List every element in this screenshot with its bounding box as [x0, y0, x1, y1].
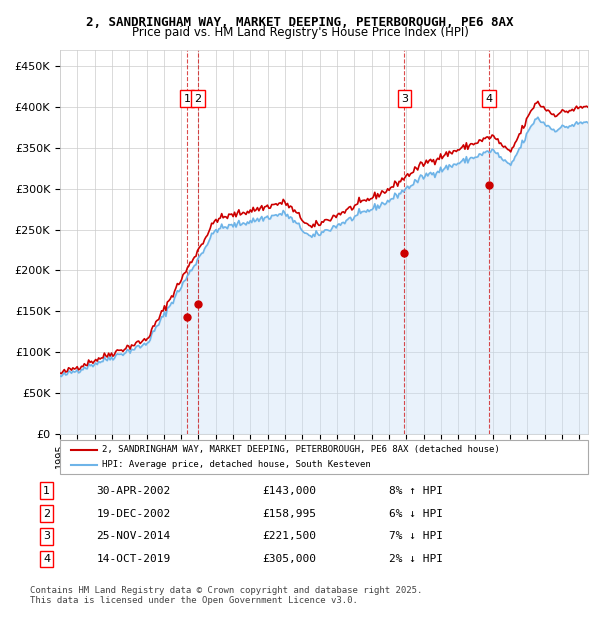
- Text: 7% ↓ HPI: 7% ↓ HPI: [389, 531, 443, 541]
- Text: 8% ↑ HPI: 8% ↑ HPI: [389, 486, 443, 496]
- Text: 2: 2: [43, 508, 50, 518]
- Text: 3: 3: [43, 531, 50, 541]
- Text: 1: 1: [43, 486, 50, 496]
- Text: 1: 1: [184, 94, 190, 104]
- Text: 3: 3: [401, 94, 408, 104]
- Text: 14-OCT-2019: 14-OCT-2019: [96, 554, 170, 564]
- Text: £221,500: £221,500: [262, 531, 316, 541]
- Text: 25-NOV-2014: 25-NOV-2014: [96, 531, 170, 541]
- Text: £305,000: £305,000: [262, 554, 316, 564]
- Text: Contains HM Land Registry data © Crown copyright and database right 2025.
This d: Contains HM Land Registry data © Crown c…: [30, 586, 422, 605]
- Text: 2, SANDRINGHAM WAY, MARKET DEEPING, PETERBOROUGH, PE6 8AX: 2, SANDRINGHAM WAY, MARKET DEEPING, PETE…: [86, 16, 514, 29]
- Text: 4: 4: [485, 94, 493, 104]
- FancyBboxPatch shape: [60, 440, 588, 474]
- Text: HPI: Average price, detached house, South Kesteven: HPI: Average price, detached house, Sout…: [102, 460, 371, 469]
- Text: 4: 4: [43, 554, 50, 564]
- Text: 2% ↓ HPI: 2% ↓ HPI: [389, 554, 443, 564]
- Text: 30-APR-2002: 30-APR-2002: [96, 486, 170, 496]
- Text: 6% ↓ HPI: 6% ↓ HPI: [389, 508, 443, 518]
- Text: £158,995: £158,995: [262, 508, 316, 518]
- Text: £143,000: £143,000: [262, 486, 316, 496]
- Text: 2, SANDRINGHAM WAY, MARKET DEEPING, PETERBOROUGH, PE6 8AX (detached house): 2, SANDRINGHAM WAY, MARKET DEEPING, PETE…: [102, 445, 500, 454]
- Text: 19-DEC-2002: 19-DEC-2002: [96, 508, 170, 518]
- Text: 2: 2: [194, 94, 202, 104]
- Text: Price paid vs. HM Land Registry's House Price Index (HPI): Price paid vs. HM Land Registry's House …: [131, 26, 469, 39]
